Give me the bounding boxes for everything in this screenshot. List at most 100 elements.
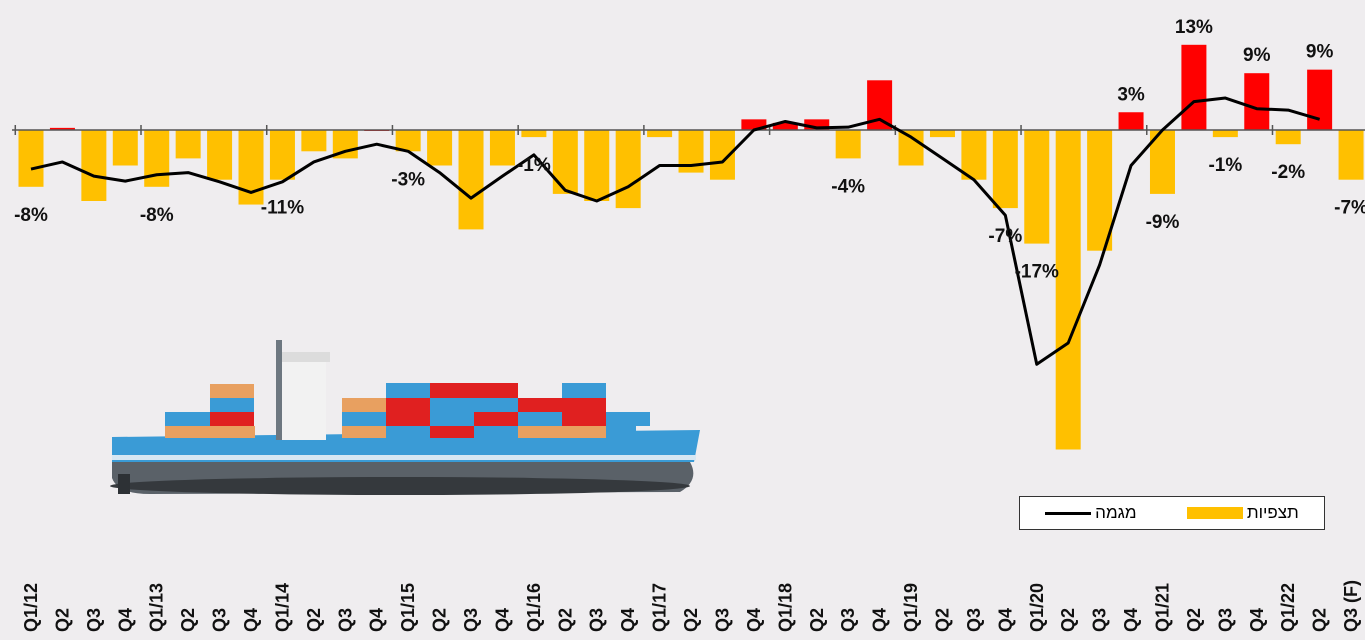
ship-keel: [110, 477, 690, 495]
x-tick-label-6: Q3: [210, 608, 230, 632]
container-stack: [210, 412, 254, 426]
x-tick-label-0: Q1/12: [21, 583, 41, 632]
legend-label-observations: תצפיות: [1246, 503, 1299, 522]
x-tick-label-40: Q1/22: [1278, 583, 1298, 632]
x-tick-label-35: Q4: [1121, 608, 1141, 632]
ticks-layer: [14, 125, 1274, 135]
data-label-4: -8%: [140, 205, 174, 226]
x-tick-label-8: Q1/14: [272, 583, 292, 632]
x-tick-label-9: Q2: [304, 608, 324, 632]
bars-layer: [18, 44, 1364, 450]
ship-bridge-tower: [280, 356, 326, 440]
x-tick-label-5: Q2: [178, 608, 198, 632]
x-tick-label-1: Q2: [52, 608, 72, 632]
x-axis-labels: Q1/12 Q2 Q3 Q4 Q1/13 Q2 Q3 Q4 Q1/14 Q2 Q3 Q4 Q1/15 Q2…: [21, 580, 1361, 632]
container-stack: [430, 383, 518, 398]
bar-29: [929, 130, 955, 138]
bar-16: [521, 130, 547, 138]
bar-31: [992, 130, 1018, 209]
data-label-39: 9%: [1243, 45, 1271, 66]
container-stack: [518, 426, 562, 438]
container-stack: [518, 412, 562, 426]
bar-4: [144, 130, 170, 187]
container-stack: [562, 398, 606, 412]
legend-label-trend: מגמה: [1095, 503, 1137, 522]
ship-bridge-top: [276, 352, 330, 362]
bar-19: [615, 130, 641, 209]
x-tick-label-28: Q1/19: [901, 583, 921, 632]
bar-6: [207, 130, 233, 180]
data-label-41: 9%: [1306, 42, 1334, 63]
data-label-32: -17%: [1015, 262, 1059, 283]
bar-33: [1055, 130, 1081, 450]
container-stack: [474, 412, 518, 426]
container-stack: [606, 426, 636, 434]
bar-13: [427, 130, 453, 166]
container-stack: [430, 412, 474, 426]
container-stack: [165, 412, 210, 426]
bar-3: [112, 130, 138, 166]
labels-layer: -8% -8% -11% -3% -1% -4% -7% -17% 3% -9% 13% -1% 9% -…: [14, 17, 1365, 283]
ship-mast: [276, 340, 282, 440]
ship-rudder: [118, 474, 130, 494]
bar-34: [1087, 130, 1113, 251]
bar-9: [301, 130, 327, 152]
bar-30: [961, 130, 987, 180]
container-stack: [474, 398, 518, 412]
container-stack: [386, 426, 430, 438]
container-stack: [386, 412, 430, 426]
container-stack: [474, 426, 518, 438]
bar-20: [647, 130, 673, 138]
data-label-35: 3%: [1117, 84, 1145, 105]
bar-17: [552, 130, 578, 194]
x-tick-label-37: Q2: [1184, 608, 1204, 632]
x-tick-label-12: Q1/15: [398, 583, 418, 632]
container-stack: [430, 426, 474, 438]
x-tick-label-22: Q3: [712, 608, 732, 632]
container-ship-illustration: [110, 340, 700, 495]
container-stack: [430, 398, 474, 412]
bar-26: [835, 130, 861, 159]
bar-8: [269, 130, 295, 180]
x-tick-label-42: Q3 (F): [1341, 580, 1361, 632]
x-tick-label-7: Q4: [241, 608, 261, 632]
container-stack: [386, 383, 430, 398]
bar-23: [741, 119, 767, 130]
bar-12: [395, 130, 421, 152]
x-tick-label-41: Q2: [1310, 608, 1330, 632]
legend: מגמה תצפיות: [1019, 496, 1325, 530]
x-tick-label-23: Q4: [744, 608, 764, 632]
container-stack: [562, 412, 606, 426]
bar-32: [1024, 130, 1050, 244]
bar-15: [489, 130, 515, 166]
data-label-0: -8%: [14, 205, 48, 226]
data-label-40: -2%: [1271, 162, 1305, 183]
x-tick-label-13: Q2: [430, 608, 450, 632]
x-tick-label-15: Q4: [492, 608, 512, 632]
bar-40: [1275, 130, 1301, 145]
bar-2: [81, 130, 107, 201]
container-stack: [518, 398, 562, 412]
container-stack: [342, 412, 386, 426]
x-tick-label-14: Q3: [461, 608, 481, 632]
x-tick-label-30: Q3: [964, 608, 984, 632]
x-tick-label-39: Q4: [1247, 608, 1267, 632]
x-tick-label-21: Q2: [681, 608, 701, 632]
x-tick-label-34: Q3: [1090, 608, 1110, 632]
bar-1: [49, 127, 75, 130]
legend-bar-swatch: [1186, 507, 1243, 519]
bar-0: [18, 130, 44, 187]
bar-35: [1118, 112, 1144, 130]
x-tick-label-17: Q2: [555, 608, 575, 632]
ship-stripe: [112, 455, 696, 460]
data-label-36: -9%: [1146, 212, 1180, 233]
x-tick-label-27: Q4: [870, 608, 890, 632]
bar-39: [1244, 73, 1270, 130]
container-stack: [342, 426, 386, 438]
bar-37: [1181, 44, 1207, 130]
x-tick-label-36: Q1/21: [1152, 583, 1172, 632]
data-label-26: -4%: [831, 176, 865, 197]
x-tick-label-29: Q2: [932, 608, 952, 632]
bar-28: [898, 130, 924, 166]
